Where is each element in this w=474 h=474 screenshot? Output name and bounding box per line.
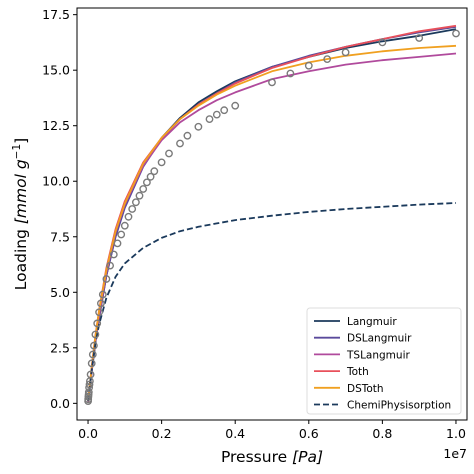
legend-label: Toth	[346, 366, 369, 378]
observed-point	[106, 261, 115, 270]
observed-point	[87, 359, 96, 368]
observed-point	[231, 101, 240, 110]
observed-point	[120, 221, 129, 230]
observed-point	[128, 205, 137, 213]
observed-point	[109, 250, 118, 259]
y-tick-label: 5.0	[50, 285, 70, 300]
observed-point	[85, 380, 94, 389]
observed-point	[146, 172, 155, 181]
legend-label: DSToth	[347, 383, 384, 395]
observed-point	[268, 78, 276, 87]
observed-point	[93, 319, 102, 328]
x-tick-label: 0.0	[78, 426, 98, 441]
observed-point	[150, 167, 159, 176]
y-tick-label: 0.0	[50, 396, 70, 411]
y-axis-label-close: ]	[12, 138, 30, 144]
legend-frame	[306, 307, 462, 415]
observed-point	[341, 48, 350, 57]
observed-point	[142, 178, 151, 187]
legend-label: TSLangmuir	[346, 349, 410, 361]
legend-label: DSLangmuir	[347, 333, 412, 345]
observed-point	[113, 239, 122, 248]
legend-label: ChemiPhysisorption	[347, 400, 451, 412]
x-axis-ticks: 0.0 0.2 0.4 0.6 0.8 1.0	[78, 420, 466, 441]
y-axis-label-main: Loading	[12, 224, 30, 290]
observed-point	[286, 69, 295, 78]
observed-point	[323, 55, 332, 63]
y-tick-label: 15.0	[42, 63, 70, 78]
y-tick-label: 2.5	[50, 340, 70, 355]
observed-point	[102, 275, 111, 283]
y-tick-label: 12.5	[42, 118, 70, 133]
observed-point	[84, 388, 93, 397]
observed-point	[131, 198, 140, 207]
observed-point	[88, 350, 97, 359]
observed-point	[139, 185, 148, 193]
observed-point	[135, 191, 144, 200]
observed-point	[98, 290, 107, 299]
series-line-dstoth	[87, 44, 457, 402]
y-tick-label: 7.5	[50, 229, 70, 244]
x-tick-label: 0.6	[299, 426, 319, 441]
y-axis-ticks: 0.0 2.5 5.0 7.5 10.0 12.5 15.0 17.5	[42, 7, 77, 411]
legend: Langmuir DSLangmuir TSLangmuir Toth DSToth Ch…	[306, 307, 462, 415]
x-tick-label: 0.8	[372, 426, 392, 441]
plot-frame	[76, 7, 468, 421]
observed-point	[86, 370, 95, 379]
observed-point	[84, 395, 93, 404]
x-axis-label: Pressure [Pa]	[221, 448, 323, 466]
y-axis-label-unit: [mmol g	[12, 159, 30, 224]
x-axis-label-unit: [Pa]	[292, 448, 323, 466]
legend-label: Langmuir	[347, 316, 397, 328]
observed-point	[117, 230, 126, 239]
observed-point	[95, 308, 104, 317]
observed-point	[183, 131, 192, 140]
y-tick-label: 10.0	[42, 174, 70, 189]
series-line-chemiphysisorption	[87, 202, 457, 402]
observed-point	[124, 212, 133, 221]
observed-point	[91, 330, 100, 339]
y-axis-label: Loading [mmol g−1]	[11, 138, 30, 290]
x-axis-label-main: Pressure	[221, 448, 292, 466]
observed-point	[212, 110, 221, 119]
observed-point	[194, 122, 203, 131]
observed-point	[205, 115, 214, 124]
observed-point	[304, 61, 313, 70]
x-tick-label: 0.2	[152, 426, 172, 441]
x-tick-label: 1.0	[446, 426, 466, 441]
y-axis-label-exponent: −1	[11, 144, 23, 159]
y-tick-label: 17.5	[42, 7, 70, 22]
x-offset-label: 1e7	[443, 446, 467, 461]
observed-points	[84, 29, 460, 405]
observed-point	[452, 29, 460, 38]
observed-point	[157, 158, 166, 167]
observed-point	[415, 34, 424, 42]
observed-point	[176, 139, 184, 148]
observed-point	[220, 106, 229, 115]
observed-point	[378, 38, 387, 47]
x-tick-label: 0.4	[225, 426, 245, 441]
observed-point	[165, 149, 173, 158]
observed-point	[97, 299, 105, 308]
observed-point	[90, 341, 98, 350]
